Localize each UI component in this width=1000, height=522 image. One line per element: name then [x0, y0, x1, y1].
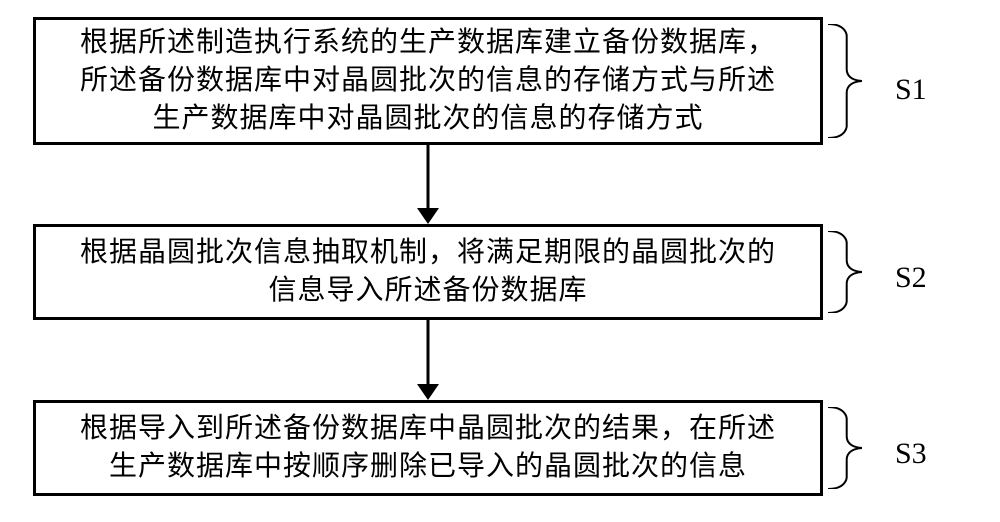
step-text-s3: 根据导入到所述备份数据库中晶圆批次的结果，在所述 生产数据库中按顺序删除已导入的… [80, 410, 776, 486]
step-box-s1: 根据所述制造执行系统的生产数据库建立备份数据库， 所述备份数据库中对晶圆批次的信… [33, 17, 823, 145]
step-label-s3: S3 [895, 437, 927, 471]
step-text-s2: 根据晶圆批次信息抽取机制，将满足期限的晶圆批次的 信息导入所述备份数据库 [80, 234, 776, 310]
brace-s3 [828, 407, 862, 489]
brace-s1 [828, 24, 862, 138]
step-box-s2: 根据晶圆批次信息抽取机制，将满足期限的晶圆批次的 信息导入所述备份数据库 [33, 224, 823, 320]
step-box-s3: 根据导入到所述备份数据库中晶圆批次的结果，在所述 生产数据库中按顺序删除已导入的… [33, 400, 823, 496]
step-label-s2: S2 [895, 261, 927, 295]
step-text-s1: 根据所述制造执行系统的生产数据库建立备份数据库， 所述备份数据库中对晶圆批次的信… [80, 24, 776, 137]
flowchart-canvas: 根据所述制造执行系统的生产数据库建立备份数据库， 所述备份数据库中对晶圆批次的信… [0, 0, 1000, 522]
brace-s2 [828, 231, 862, 313]
step-label-s1: S1 [895, 73, 927, 107]
